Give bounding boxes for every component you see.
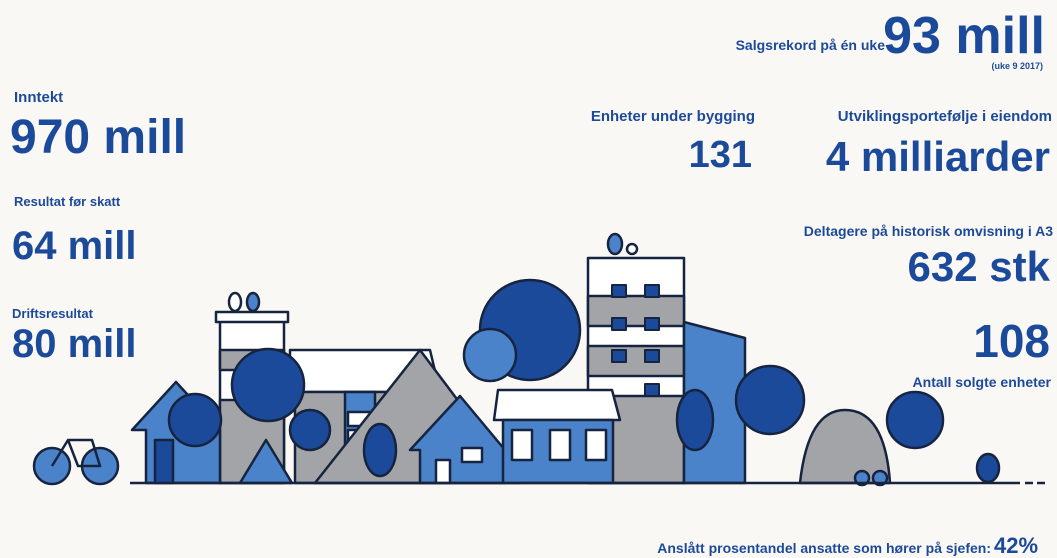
city-illustration	[0, 0, 1057, 557]
window	[645, 350, 659, 362]
stat-value: 108	[973, 318, 1050, 364]
page: {"record": {"label": "Salgsrekord på én …	[0, 0, 1057, 557]
stat-label: Resultat før skatt	[14, 195, 120, 208]
stat-value: 42%	[994, 535, 1038, 557]
window	[645, 384, 659, 396]
stat-label: Driftsresultat	[12, 307, 93, 320]
stat-label: Deltagere på historisk omvisning i A3	[804, 224, 1053, 238]
stat-label: Utviklingsportefølje i eiendom	[838, 109, 1052, 124]
stat-value: 131	[689, 136, 752, 174]
drop	[229, 293, 241, 311]
tree	[677, 390, 713, 450]
tree	[977, 454, 999, 482]
window	[612, 350, 626, 362]
window	[462, 448, 482, 462]
window	[612, 318, 626, 330]
stat-value: 80 mill	[12, 324, 137, 364]
door	[155, 440, 173, 483]
stat-label: Enheter under bygging	[591, 109, 755, 124]
tower-cap	[216, 312, 288, 322]
drop	[627, 244, 637, 254]
stat-label: Anslått prosentandel ansatte som hører p…	[657, 541, 991, 555]
tree	[887, 392, 943, 448]
tower-band	[588, 346, 684, 376]
window	[645, 285, 659, 297]
door	[436, 460, 450, 483]
drop	[608, 234, 622, 254]
window	[645, 318, 659, 330]
window	[586, 430, 606, 460]
stat-value: 4 milliarder	[826, 136, 1050, 178]
tree	[232, 349, 304, 421]
stat-label: Antall solgte enheter	[913, 375, 1051, 389]
drop	[247, 293, 259, 311]
record-value: 93 mill	[883, 10, 1045, 62]
window	[612, 285, 626, 297]
stat-value: 970 mill	[10, 114, 186, 162]
tree	[290, 410, 330, 450]
record-note: (uke 9 2017)	[991, 62, 1043, 71]
roof	[494, 390, 620, 420]
stat-value: 64 mill	[12, 226, 137, 266]
tree	[364, 424, 396, 476]
tree	[464, 329, 516, 381]
stat-label: Inntekt	[14, 90, 63, 105]
window	[550, 430, 570, 460]
record-label: Salgsrekord på én uke	[736, 38, 885, 52]
tree	[169, 394, 221, 446]
window	[512, 430, 532, 460]
stat-value: 632 stk	[908, 246, 1050, 288]
tree	[736, 366, 804, 434]
tower-band	[588, 296, 684, 326]
